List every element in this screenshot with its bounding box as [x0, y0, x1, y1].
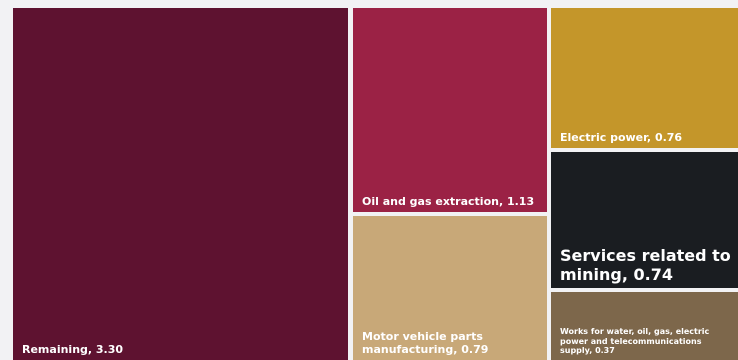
tile-label: Works for water, oil, gas, electric powe… [560, 327, 710, 356]
tile-electric-power: Electric power, 0.76 [551, 8, 738, 148]
tile-label: Remaining, 3.30 [22, 342, 124, 356]
tile-label: Motor vehicle parts manufacturing, 0.79 [362, 329, 489, 356]
tile-oil-gas-extraction: Oil and gas extraction, 1.13 [353, 8, 547, 212]
tile-works-for-water-oil-gas: Works for water, oil, gas, electric powe… [551, 292, 738, 360]
tile-label: Oil and gas extraction, 1.13 [362, 194, 535, 208]
tile-motor-vehicle-parts: Motor vehicle parts manufacturing, 0.79 [353, 216, 547, 360]
tile-services-related-to-mining: Services related to mining, 0.74 [551, 152, 738, 288]
tile-remaining: Remaining, 3.30 [13, 8, 348, 360]
tile-label: Services related to mining, 0.74 [560, 245, 731, 284]
tile-label: Electric power, 0.76 [560, 130, 683, 144]
